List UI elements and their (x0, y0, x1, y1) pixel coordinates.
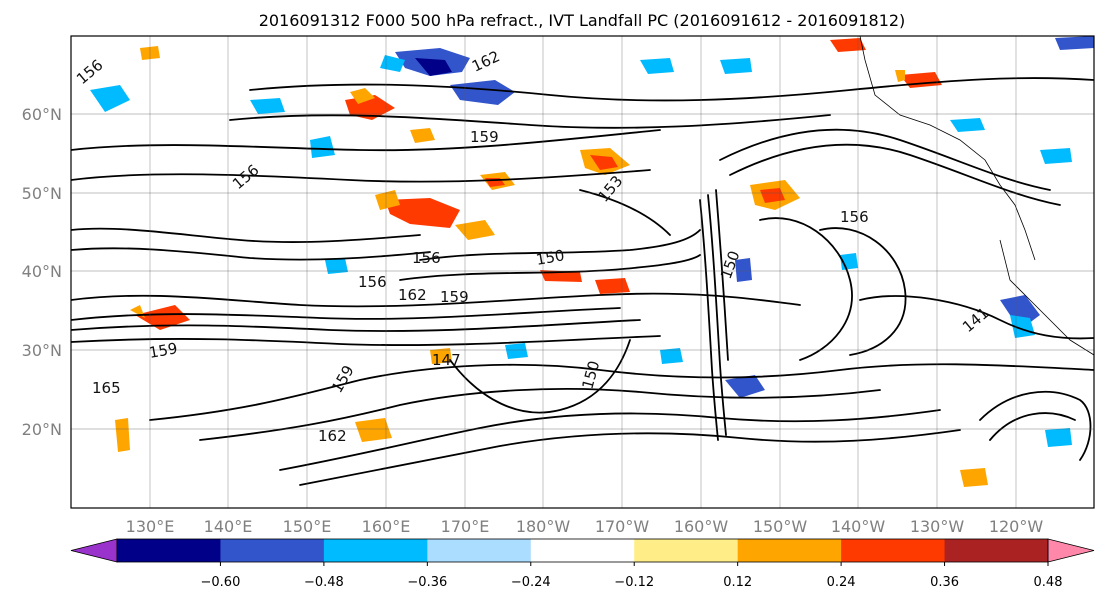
colorbar-segment (323, 539, 428, 562)
contour-label: 162 (318, 427, 347, 445)
longitude-label: 150°E (283, 517, 332, 536)
colorbar-tick-label: 0.36 (930, 575, 959, 590)
colorbar-segment (634, 539, 739, 562)
longitude-label: 160°W (674, 517, 729, 536)
contour-label: 159 (440, 288, 469, 306)
colorbar-segment (427, 539, 532, 562)
longitude-label: 130°E (126, 517, 175, 536)
longitude-label: 170°W (595, 517, 650, 536)
contour-label: 156 (358, 273, 387, 291)
longitude-label: 120°W (989, 517, 1044, 536)
contour-label: 150 (535, 246, 566, 269)
colorbar-segment (841, 539, 946, 562)
coastlines (859, 36, 1094, 356)
colorbar-tick-label: 0.24 (827, 575, 856, 590)
colorbar-extend-high (1047, 538, 1095, 563)
longitude-label: 140°E (204, 517, 253, 536)
longitude-label: 150°W (753, 517, 808, 536)
colorbar-tick-label: 0.12 (723, 575, 752, 590)
contour-lines (71, 77, 1094, 486)
colorbar-tick-label: −0.36 (407, 575, 447, 590)
contour-label: 162 (398, 286, 427, 304)
longitude-label: 130°W (910, 517, 965, 536)
contour-label: 165 (92, 379, 121, 397)
longitude-label: 180°W (516, 517, 571, 536)
colorbar-segment (530, 539, 635, 562)
colorbar-segment (220, 539, 325, 562)
latitude-label: 60°N (22, 105, 62, 124)
contour-label: 159 (470, 128, 499, 146)
shaded-field (90, 36, 1094, 487)
colorbar-segment (944, 539, 1049, 562)
longitude-labels: 130°E 140°E 150°E 160°E 170°E 180°W 170°W 160°W… (126, 517, 1044, 536)
latitude-label: 20°N (22, 420, 62, 439)
latitude-labels: 60°N 50°N 40°N 30°N 20°N (22, 105, 62, 439)
map-frame (70, 35, 1095, 509)
latitude-label: 40°N (22, 262, 62, 281)
colorbar (70, 538, 1095, 563)
colorbar-segment (117, 539, 221, 562)
contour-label: 159 (148, 339, 179, 362)
longitude-label: 160°E (362, 517, 411, 536)
contour-label: 147 (432, 351, 461, 369)
longitude-label: 170°E (441, 517, 490, 536)
colorbar-tick-label: −0.12 (614, 575, 654, 590)
longitude-label: 140°W (831, 517, 886, 536)
latitude-label: 50°N (22, 184, 62, 203)
colorbar-tick-label: −0.60 (201, 575, 241, 590)
colorbar-segment (737, 539, 842, 562)
figure-title: 2016091312 F000 500 hPa refract., IVT La… (259, 11, 906, 30)
colorbar-tick-label: −0.24 (511, 575, 551, 590)
contour-label: 156 (412, 249, 441, 267)
colorbar-tick-label: −0.48 (304, 575, 344, 590)
colorbar-tick-label: 0.48 (1034, 575, 1063, 590)
map-grid (71, 36, 1094, 508)
colorbar-extend-low (70, 538, 118, 563)
colorbar-frame (116, 538, 1049, 563)
contour-label: 156 (840, 208, 869, 226)
latitude-label: 30°N (22, 341, 62, 360)
colorbar-ticks: −0.60 −0.48 −0.36 −0.24 −0.12 0.12 0.24 0.36 0.4… (201, 562, 1063, 590)
